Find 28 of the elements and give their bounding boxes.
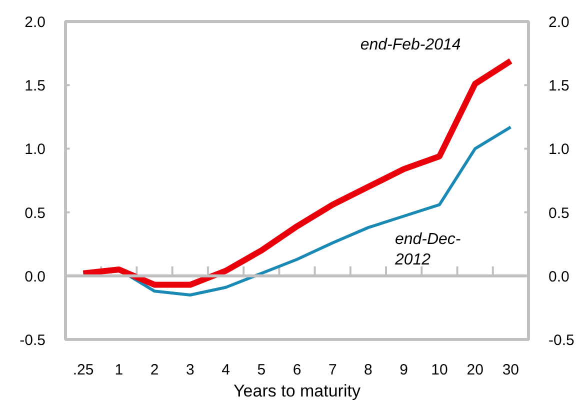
text: end-Feb-2014 xyxy=(360,36,461,54)
y2-tick-label: 0.0 xyxy=(548,268,570,286)
x-axis-title: Years to maturity xyxy=(234,382,361,400)
y-tick-label: 1.0 xyxy=(24,141,46,158)
x-tick-label: 1 xyxy=(114,362,124,378)
series-label: end-Dec-2012 xyxy=(394,230,461,268)
x-tick-label: 3 xyxy=(186,362,194,378)
x-tick-label: 30 xyxy=(502,362,520,378)
x-tick-label: 2 xyxy=(150,362,159,378)
y2-tick-label: 2.0 xyxy=(548,14,570,31)
x-tick-label: 20 xyxy=(466,362,484,378)
x-tick-label: 10 xyxy=(431,362,448,378)
x-tick-label: .25 xyxy=(72,362,94,378)
y-tick-label: 0.5 xyxy=(24,204,46,222)
y-tick-label: 1.5 xyxy=(24,78,46,95)
y2-tick-label: -0.5 xyxy=(548,332,574,349)
x-tick-label: 8 xyxy=(364,362,372,378)
x-tick-label: 6 xyxy=(292,362,302,378)
y-tick-label: 0.0 xyxy=(24,268,46,286)
y-tick-label: -0.5 xyxy=(20,332,46,349)
y2-tick-label: 1.5 xyxy=(548,78,570,95)
x-tick-label: 4 xyxy=(222,362,230,378)
y-tick-label: 2.0 xyxy=(24,14,46,31)
y2-tick-label: 1.0 xyxy=(548,141,570,158)
x-tick-label: 9 xyxy=(400,362,408,378)
x-tick-label: 5 xyxy=(257,362,266,378)
y2-tick-label: 0.5 xyxy=(548,204,570,222)
x-tick-label: 7 xyxy=(328,362,337,378)
